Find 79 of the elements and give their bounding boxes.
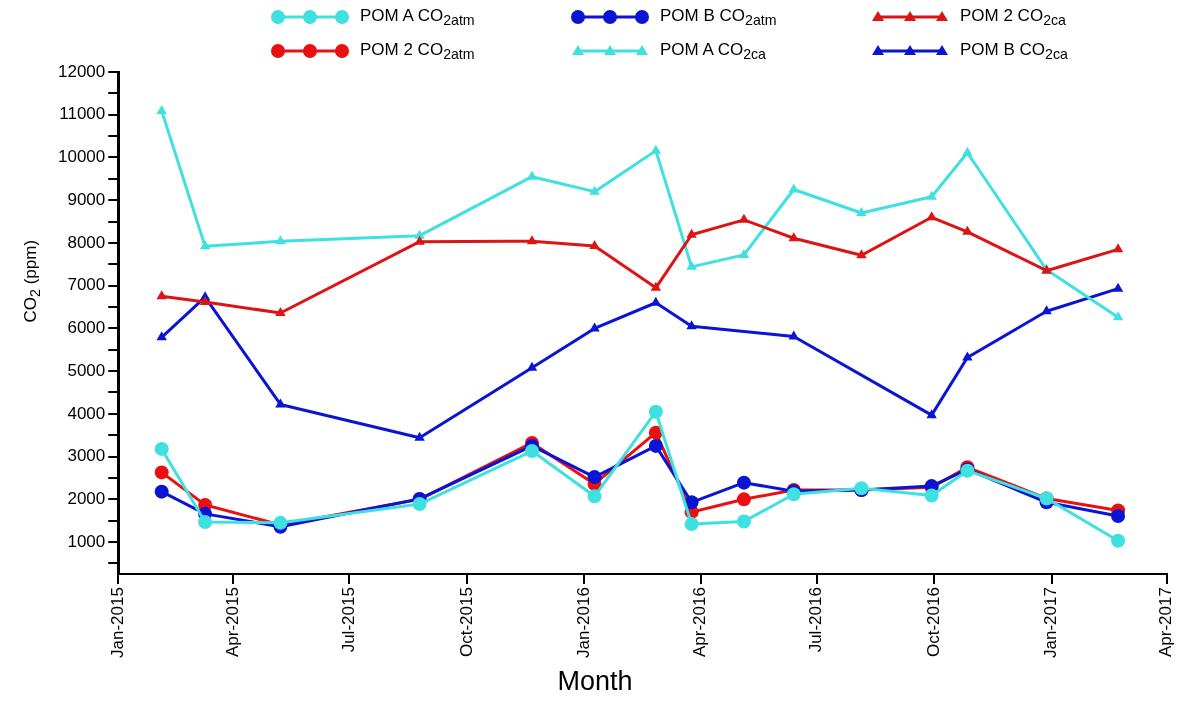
point [684, 495, 699, 510]
point [414, 431, 425, 441]
point [414, 235, 425, 245]
point [1112, 311, 1124, 321]
y-tick-label: 4000 [67, 403, 106, 423]
point [648, 404, 663, 419]
point [650, 281, 662, 291]
point [199, 295, 211, 305]
y-tick-label: 1000 [67, 531, 106, 551]
point [587, 489, 602, 504]
point [650, 144, 662, 154]
point [788, 330, 799, 340]
point [526, 361, 538, 371]
y-tick-label: 9000 [67, 189, 106, 209]
point [589, 239, 600, 249]
point [648, 438, 663, 453]
point [686, 228, 697, 238]
point [736, 514, 751, 529]
point [526, 235, 538, 245]
point [589, 322, 600, 332]
point [1112, 282, 1124, 292]
legend-label: POM B CO$_{2atm}$ [660, 5, 777, 29]
point [926, 409, 937, 419]
legend-label: POM A CO$_{2atm}$ [360, 5, 475, 29]
legend-label: POM B CO$_{2ca}$ [960, 39, 1068, 63]
x-tick-label: Apr-2017 [1156, 587, 1176, 658]
point [684, 517, 699, 532]
point [686, 260, 697, 270]
point [686, 320, 697, 330]
point [275, 235, 286, 245]
x-tick-label: Apr-2015 [222, 587, 242, 658]
point [856, 249, 867, 259]
x-tick-label: Jan-2017 [1041, 587, 1061, 658]
x-tick-label: Jan-2015 [107, 587, 127, 658]
y-tick-label: 6000 [67, 318, 106, 338]
point [199, 240, 211, 250]
point [154, 484, 169, 499]
point [1112, 243, 1124, 253]
point [524, 444, 539, 459]
point [736, 492, 751, 507]
point [736, 475, 751, 490]
point [589, 185, 600, 195]
y-tick-label: 2000 [67, 489, 106, 509]
point [962, 146, 973, 156]
x-tick-label: Jul-2015 [339, 587, 359, 653]
x-tick-label: Oct-2016 [923, 587, 943, 658]
point [154, 441, 169, 456]
y-tick-label: 11000 [59, 104, 106, 124]
point [788, 232, 799, 242]
x-tick-label: Apr-2016 [690, 587, 710, 658]
y-tick-label: 12000 [57, 61, 106, 81]
point [275, 307, 286, 317]
point [198, 514, 213, 529]
x-axis-title: Month [556, 666, 634, 697]
point [1111, 533, 1126, 548]
point [926, 190, 937, 200]
point [1041, 305, 1052, 315]
y-tick-label: 8000 [67, 232, 106, 252]
x-tick-label: Jan-2016 [574, 587, 594, 658]
x-tick-label: Jul-2016 [806, 587, 826, 653]
point [924, 488, 939, 503]
point [1111, 509, 1126, 523]
point [154, 465, 169, 480]
legend-label: POM 2 CO$_{2atm}$ [360, 39, 475, 63]
y-tick-label: 10000 [57, 147, 106, 167]
y-tick-label: 3000 [67, 446, 106, 466]
point [587, 470, 602, 485]
point [156, 104, 167, 114]
point [856, 207, 867, 217]
y-tick-label: 7000 [67, 275, 106, 295]
point [926, 211, 937, 221]
legend-label: POM A CO$_{2ca}$ [660, 39, 766, 63]
point [788, 183, 799, 193]
legend-label: POM 2 CO$_{2ca}$ [960, 5, 1066, 29]
point [412, 497, 427, 512]
point [962, 225, 973, 235]
point [738, 248, 750, 258]
x-tick-label: Oct-2015 [456, 587, 476, 658]
y-tick-label: 5000 [67, 360, 106, 380]
